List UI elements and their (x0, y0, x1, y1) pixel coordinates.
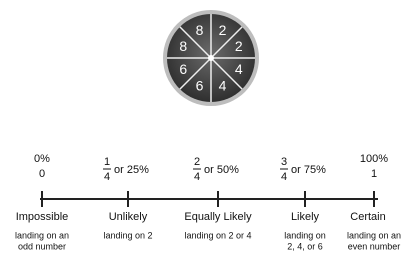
sector-label: 8 (179, 38, 187, 54)
value: 1 (371, 168, 377, 180)
sector-label: 6 (179, 61, 187, 77)
point-description: even number (348, 241, 401, 251)
value: 0 (39, 168, 45, 180)
point-description: landing on 2 (103, 230, 152, 240)
point-label: Certain (350, 211, 385, 223)
point-description: landing on an (347, 230, 401, 240)
fraction-text: or 50% (204, 164, 239, 176)
denominator: 4 (281, 171, 287, 183)
diagram: 22446688 0%0Impossiblelanding on anodd n… (0, 0, 411, 258)
sector-label: 2 (219, 22, 227, 38)
sector-label: 2 (235, 38, 243, 54)
point-label: Likely (291, 211, 320, 223)
point-label: Equally Likely (184, 211, 252, 223)
denominator: 4 (194, 171, 200, 183)
point-label: Unlikely (109, 211, 148, 223)
page: 22446688 0%0Impossiblelanding on anodd n… (0, 0, 411, 258)
denominator: 4 (104, 171, 110, 183)
sector-label: 8 (196, 22, 204, 38)
numerator: 2 (194, 156, 200, 168)
percent: 100% (360, 153, 388, 165)
sector-label: 4 (219, 77, 227, 93)
numerator: 3 (281, 156, 287, 168)
point-description: landing on 2 or 4 (184, 230, 251, 240)
percent: 0% (34, 153, 50, 165)
point-description: landing on an (15, 230, 69, 240)
fraction-text: or 75% (291, 164, 326, 176)
point-description: odd number (18, 241, 66, 251)
spinner-center (208, 55, 214, 61)
point-description: 2, 4, or 6 (287, 241, 323, 251)
fraction-text: or 25% (114, 164, 149, 176)
point-description: landing on (284, 230, 326, 240)
numerator: 1 (104, 156, 110, 168)
sector-label: 6 (196, 77, 204, 93)
sector-label: 4 (235, 61, 243, 77)
point-label: Impossible (16, 211, 69, 223)
